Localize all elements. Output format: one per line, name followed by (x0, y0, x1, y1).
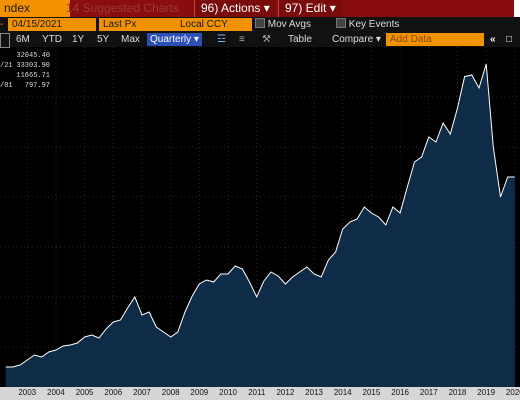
x-axis: 2003 2004 2005 2006 2007 2008 2009 2010 2011 2012… (0, 387, 520, 400)
x-tick-label: 2017 (419, 388, 438, 397)
period-1y[interactable]: 1Y (72, 34, 85, 45)
settings-bar: - 04/15/2021 Last Px Local CCY Mov Avgs … (0, 17, 520, 32)
key-events-toggle[interactable]: Key Events (336, 18, 399, 31)
x-tick-label: 2016 (391, 388, 410, 397)
toolbar-end-marker (514, 0, 520, 17)
x-tick-label: 2011 (248, 388, 266, 397)
add-data-input[interactable]: Add Data (386, 33, 484, 46)
price-line (5, 63, 515, 368)
x-tick-label: 2007 (133, 388, 151, 397)
expand-icon[interactable]: □ (506, 34, 513, 45)
checkbox-icon (255, 18, 265, 28)
legend-value: 797.97 (24, 82, 50, 90)
checkbox-icon (336, 18, 346, 28)
legend-row-3: 11665.71 (0, 71, 50, 81)
period-edge (0, 33, 10, 48)
x-tick-label: 2015 (362, 388, 381, 397)
legend-prefix: /01 (0, 82, 13, 90)
actions-menu[interactable]: 96) Actions ▾ (194, 0, 276, 17)
x-tick-label: 2006 (104, 388, 123, 397)
date-dash: - (0, 19, 4, 30)
legend-value: 11665.71 (16, 72, 50, 80)
legend-value: 33303.90 (16, 62, 50, 70)
period-bar: 6M YTD 1Y 5Y Max Quarterly ▾ ☲ ≡ ⚒ Table… (0, 32, 520, 48)
x-tick-label: 2020 (505, 388, 520, 397)
currency-field[interactable]: Local CCY (176, 18, 252, 31)
x-tick-label: 2008 (161, 388, 180, 397)
edit-menu[interactable]: 97) Edit ▾ (278, 0, 342, 17)
mov-avgs-toggle[interactable]: Mov Avgs (255, 18, 311, 31)
legend: 32045.40 /21 33303.90 11665.71 /01 797.97 (0, 51, 50, 91)
x-tick-label: 2019 (477, 388, 496, 397)
x-tick-label: 2003 (18, 388, 37, 397)
start-date-field[interactable]: 04/15/2021 (8, 18, 96, 31)
key-events-label: Key Events (348, 19, 400, 30)
x-tick-label: 2013 (305, 388, 323, 397)
x-tick-label: 2014 (333, 388, 352, 397)
legend-prefix: /21 (0, 62, 13, 70)
legend-value: 32045.40 (16, 52, 50, 60)
compare-button[interactable]: Compare ▾ (332, 34, 381, 45)
suggested-charts-button[interactable]: 14 Suggested Charts (66, 1, 179, 15)
top-toolbar: ndex 14 Suggested Charts 96) Actions ▾ 9… (0, 0, 520, 17)
settings-icon[interactable]: ⚒ (262, 34, 271, 45)
period-6m[interactable]: 6M (16, 34, 30, 45)
x-tick-label: 2010 (219, 388, 237, 397)
legend-row-1: 32045.40 (0, 51, 50, 61)
price-area (5, 64, 515, 387)
chart-type-icon[interactable]: ≡ (239, 34, 245, 45)
period-ytd[interactable]: YTD (42, 34, 62, 45)
table-button[interactable]: Table (288, 34, 312, 45)
x-tick-label: 2005 (75, 388, 94, 397)
legend-row-4: /01 797.97 (0, 81, 50, 91)
x-tick-label: 2009 (190, 388, 209, 397)
line-chart-icon[interactable]: ☲ (217, 34, 226, 45)
security-field[interactable]: ndex (0, 0, 70, 17)
collapse-icon[interactable]: « (490, 34, 496, 45)
price-field[interactable]: Last Px (99, 18, 177, 31)
period-5y[interactable]: 5Y (97, 34, 110, 45)
legend-row-2: /21 33303.90 (0, 61, 50, 71)
x-tick-label: 2012 (276, 388, 295, 397)
period-max[interactable]: Max (121, 34, 140, 45)
frequency-select[interactable]: Quarterly ▾ (147, 33, 202, 46)
mov-avgs-label: Mov Avgs (267, 19, 311, 30)
price-chart (0, 47, 520, 387)
x-tick-label: 2018 (448, 388, 467, 397)
x-tick-label: 2004 (47, 388, 65, 397)
